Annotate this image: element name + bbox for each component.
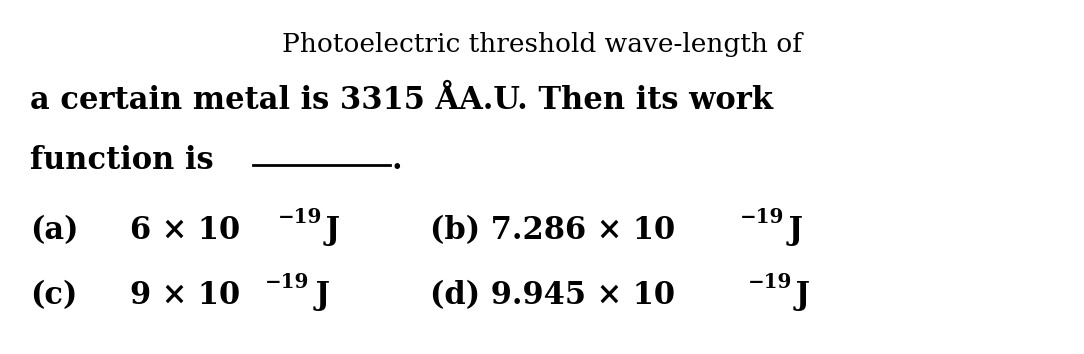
Text: function is: function is <box>30 145 214 176</box>
Text: (a): (a) <box>30 215 78 246</box>
Text: Photoelectric threshold wave-length of: Photoelectric threshold wave-length of <box>282 32 802 57</box>
Text: −19: −19 <box>278 207 322 227</box>
Text: −19: −19 <box>740 207 785 227</box>
Text: J: J <box>778 215 803 246</box>
Text: 6 × 10: 6 × 10 <box>130 215 241 246</box>
Text: .: . <box>392 145 402 176</box>
Text: −19: −19 <box>264 272 309 292</box>
Text: J: J <box>315 215 340 246</box>
Text: 9 × 10: 9 × 10 <box>130 280 241 311</box>
Text: a certain metal is 3315 ÅA.U. Then its work: a certain metal is 3315 ÅA.U. Then its w… <box>30 85 773 116</box>
Text: (c): (c) <box>30 280 77 311</box>
Text: −19: −19 <box>748 272 792 292</box>
Text: J: J <box>785 280 810 311</box>
Text: (b) 7.286 × 10: (b) 7.286 × 10 <box>430 215 675 246</box>
Text: (d) 9.945 × 10: (d) 9.945 × 10 <box>430 280 675 311</box>
Text: J: J <box>305 280 330 311</box>
